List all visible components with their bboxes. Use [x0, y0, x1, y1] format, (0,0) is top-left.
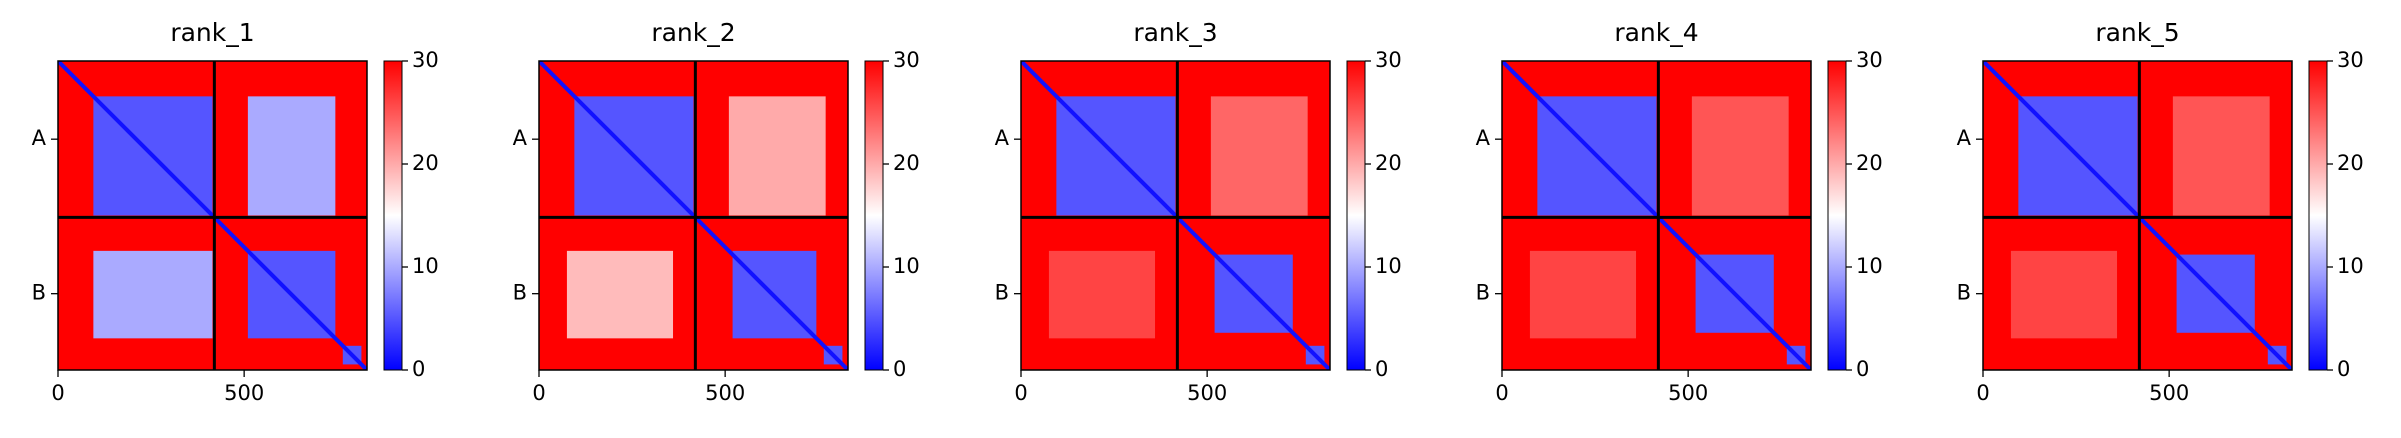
axes-frame: [538, 60, 849, 371]
colorbar-tick-label: 20: [893, 151, 920, 175]
colorbar-tick-label: 0: [412, 357, 425, 381]
panel: rank_3 0 500 A B 0 10 20 30: [995, 18, 1402, 405]
chart-title: rank_3: [1133, 18, 1217, 47]
colorbar-tick-label: 10: [1856, 254, 1883, 278]
heat-cell: [1529, 250, 1637, 339]
heatmap: [1983, 61, 2292, 370]
x-tick-label: 0: [1976, 381, 1989, 405]
colorbar: [1346, 60, 1366, 371]
heatmap: [1502, 61, 1811, 370]
x-tick-label: 0: [1495, 381, 1508, 405]
panel: rank_2 0 500 A B 0 10 20 30: [513, 18, 920, 405]
chart-title: rank_1: [170, 18, 254, 47]
y-tick-label: A: [1957, 126, 1972, 150]
chart-title: rank_2: [651, 18, 735, 47]
heatmap: [1021, 61, 1330, 370]
x-tick-label: 0: [532, 381, 545, 405]
heat-cell: [2010, 250, 2118, 339]
heat-cell: [1210, 96, 1308, 216]
axes-frame: [57, 60, 368, 371]
y-tick-label: B: [32, 281, 46, 305]
x-tick-label: 500: [2149, 381, 2189, 405]
heat-cell: [93, 250, 213, 339]
colorbar-tick-label: 0: [1856, 357, 1869, 381]
colorbar-tick-label: 10: [2337, 254, 2364, 278]
y-tick-label: A: [1476, 126, 1491, 150]
heatmap: [58, 61, 367, 370]
y-tick-label: A: [32, 126, 47, 150]
colorbar-tick-label: 10: [412, 254, 439, 278]
heat-cell: [1691, 96, 1789, 216]
y-tick-label: B: [1957, 281, 1971, 305]
colorbar: [864, 60, 884, 371]
y-tick-label: B: [995, 281, 1009, 305]
diagonal: [1021, 61, 1330, 370]
heatmap: [539, 61, 848, 370]
colorbar-tick-label: 10: [1375, 254, 1402, 278]
y-tick-label: B: [513, 281, 527, 305]
x-tick-label: 0: [51, 381, 64, 405]
heat-cell: [2172, 96, 2270, 216]
colorbar-tick-label: 20: [1375, 151, 1402, 175]
colorbar-tick-label: 0: [893, 357, 906, 381]
heat-cell: [728, 96, 826, 216]
colorbar-tick-label: 30: [893, 48, 920, 72]
axes-frame: [1020, 60, 1331, 371]
x-tick-label: 0: [1014, 381, 1027, 405]
x-tick-label: 500: [224, 381, 264, 405]
heat-cell: [1048, 250, 1156, 339]
panel: rank_4 0 500 A B 0 10 20 30: [1476, 18, 1883, 405]
heat-cell: [247, 96, 336, 216]
colorbar-tick-label: 0: [2337, 357, 2350, 381]
x-tick-label: 500: [705, 381, 745, 405]
colorbar: [1827, 60, 1847, 371]
colorbar-tick-label: 30: [2337, 48, 2364, 72]
diagonal: [58, 61, 367, 370]
colorbar-tick-label: 30: [412, 48, 439, 72]
x-tick-label: 500: [1187, 381, 1227, 405]
axes-frame: [1501, 60, 1812, 371]
chart-title: rank_5: [2095, 18, 2179, 47]
y-tick-label: A: [513, 126, 528, 150]
diagonal: [1983, 61, 2292, 370]
colorbar-tick-label: 30: [1375, 48, 1402, 72]
diagonal: [539, 61, 848, 370]
colorbar-tick-label: 20: [1856, 151, 1883, 175]
panel: rank_5 0 500 A B 0 10 20 30: [1957, 18, 2364, 405]
colorbar: [383, 60, 403, 371]
colorbar-tick-label: 20: [2337, 151, 2364, 175]
colorbar-tick-label: 20: [412, 151, 439, 175]
diagonal: [1502, 61, 1811, 370]
y-tick-label: B: [1476, 281, 1490, 305]
colorbar-tick-label: 0: [1375, 357, 1388, 381]
colorbar-tick-label: 30: [1856, 48, 1883, 72]
axes-frame: [1982, 60, 2293, 371]
panel: rank_1 0 500 A B 0 10 20 30: [32, 18, 439, 405]
heat-cell: [566, 250, 674, 339]
x-tick-label: 500: [1668, 381, 1708, 405]
chart-title: rank_4: [1614, 18, 1698, 47]
colorbar: [2308, 60, 2328, 371]
y-tick-label: A: [995, 126, 1010, 150]
colorbar-tick-label: 10: [893, 254, 920, 278]
